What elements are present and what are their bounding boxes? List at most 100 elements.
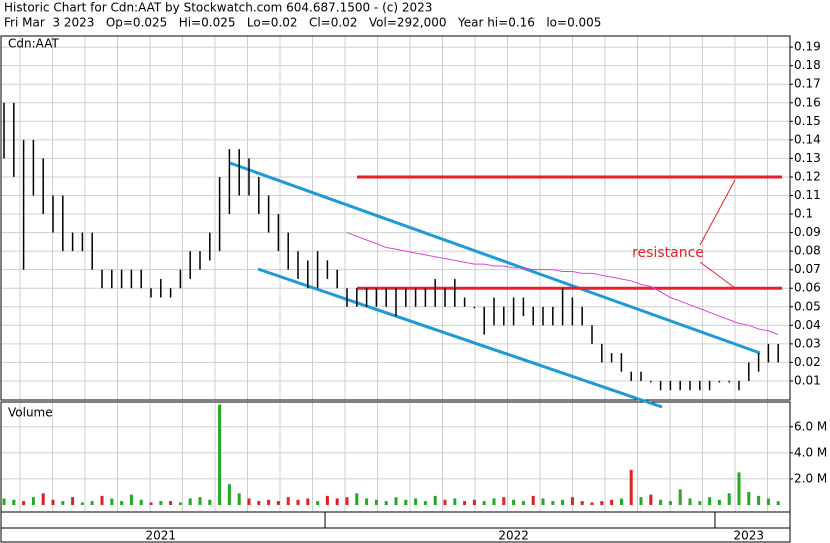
channel-line xyxy=(229,161,761,355)
volume-bar xyxy=(12,499,16,505)
annotation-pointer xyxy=(699,261,736,289)
volume-bar xyxy=(394,497,398,505)
volume-panel xyxy=(0,401,791,513)
volume-bar xyxy=(551,501,555,505)
volume-bar xyxy=(22,501,26,505)
y-tick-label: 0.02 xyxy=(794,355,821,369)
volume-bar xyxy=(296,499,300,505)
v-tick-label: 4.0 M xyxy=(794,445,827,459)
volume-bar xyxy=(570,497,574,505)
volume-bar xyxy=(541,498,545,505)
y-tick-label: 0.16 xyxy=(794,95,821,109)
volume-bar xyxy=(639,497,643,505)
volume-bar xyxy=(198,497,202,505)
x-tick-label: 2021 xyxy=(146,529,177,543)
y-tick-label: 0.14 xyxy=(794,132,821,146)
volume-bar xyxy=(453,498,457,505)
y-tick-label: 0.1 xyxy=(794,207,813,221)
volume-bar xyxy=(580,501,584,505)
volume-bar xyxy=(629,469,633,505)
y-tick-label: 0.05 xyxy=(794,299,821,313)
volume-bar xyxy=(737,472,741,505)
volume-bar xyxy=(90,501,94,505)
volume-bar xyxy=(286,497,290,505)
volume-bar xyxy=(237,493,241,505)
volume-bar xyxy=(502,497,506,505)
volume-bar xyxy=(159,501,163,505)
y-tick-label: 0.19 xyxy=(794,40,821,54)
volume-bar xyxy=(757,495,761,505)
y-tick-label: 0.15 xyxy=(794,114,821,128)
volume-bar xyxy=(120,501,124,505)
volume-bar xyxy=(492,498,496,505)
volume-bar xyxy=(404,499,408,505)
volume-bar xyxy=(374,499,378,505)
symbol-label: Cdn:AAT xyxy=(8,37,59,51)
y-tick-label: 0.13 xyxy=(794,151,821,165)
volume-bar xyxy=(678,489,682,505)
date-panel xyxy=(0,511,791,543)
v-tick-label: 2.0 M xyxy=(794,471,827,485)
volume-bar xyxy=(276,501,280,505)
y-tick-label: 0.01 xyxy=(794,373,821,387)
volume-bar xyxy=(717,499,721,505)
volume-bar xyxy=(178,502,182,505)
volume-bar xyxy=(521,501,525,505)
volume-bar xyxy=(71,497,75,505)
volume-bar xyxy=(110,498,114,505)
volume-bar xyxy=(433,495,437,505)
volume-bar xyxy=(149,502,153,505)
volume-bar xyxy=(257,501,261,505)
volume-bar xyxy=(688,498,692,505)
y-tick-label: 0.09 xyxy=(794,225,821,239)
y-tick-label: 0.03 xyxy=(794,336,821,350)
price-panel xyxy=(0,35,791,401)
volume-bar xyxy=(649,494,653,505)
volume-bar xyxy=(708,497,712,505)
y-tick-label: 0.11 xyxy=(794,188,821,202)
volume-bar xyxy=(698,501,702,505)
volume-bar xyxy=(61,501,65,505)
volume-bar xyxy=(668,501,672,505)
annotation-pointer xyxy=(699,179,736,246)
volume-bar xyxy=(482,501,486,505)
volume-bar xyxy=(610,499,614,505)
volume-bar xyxy=(41,493,45,505)
volume-bar xyxy=(31,497,35,505)
y-tick-label: 0.12 xyxy=(794,169,821,183)
chart-subtitle: Fri Mar 3 2023 Op=0.025 Hi=0.025 Lo=0.02… xyxy=(4,16,601,30)
moving-average xyxy=(346,232,779,336)
volume-bar xyxy=(345,497,349,505)
y-tick-label: 0.17 xyxy=(794,77,821,91)
y-tick-label: 0.08 xyxy=(794,244,821,258)
volume-bar xyxy=(355,493,359,505)
volume-bar xyxy=(325,495,329,505)
volume-bar xyxy=(218,404,222,505)
volume-bar xyxy=(561,499,565,505)
volume-bar xyxy=(600,501,604,505)
volume-bar xyxy=(384,501,388,505)
y-tick-label: 0.04 xyxy=(794,318,821,332)
volume-bar xyxy=(80,502,84,505)
volume-bar xyxy=(2,498,6,505)
volume-bar xyxy=(727,493,731,505)
volume-bar xyxy=(619,498,623,505)
volume-bar xyxy=(247,498,251,505)
volume-bar xyxy=(227,484,231,505)
y-tick-label: 0.18 xyxy=(794,58,821,72)
volume-bar xyxy=(51,499,55,505)
volume-bar xyxy=(306,498,310,505)
grid xyxy=(1,36,790,512)
volume-bar xyxy=(267,499,271,505)
volume-bar xyxy=(335,498,339,505)
volume-label: Volume xyxy=(8,406,53,420)
volume-bar xyxy=(365,498,369,505)
volume-bar xyxy=(776,501,780,505)
volume-bar xyxy=(139,499,143,505)
x-tick-label: 2023 xyxy=(734,529,765,543)
volume-bar xyxy=(316,501,320,505)
channel-line xyxy=(257,267,663,409)
volume-bar xyxy=(659,499,663,505)
